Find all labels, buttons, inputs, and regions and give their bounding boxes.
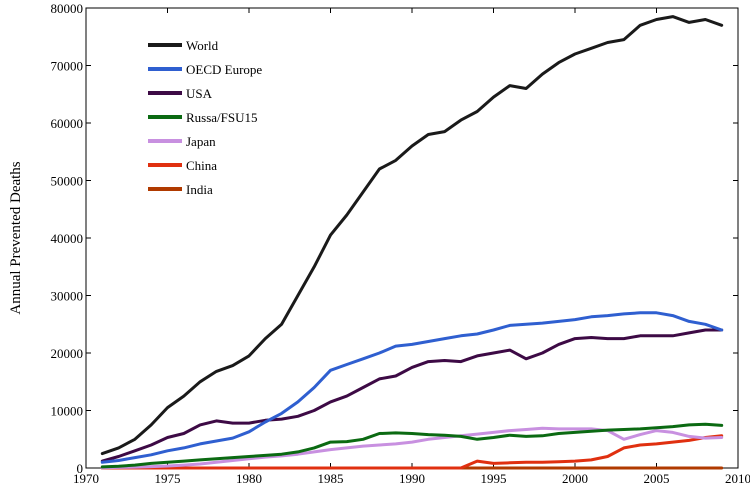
legend-label-india: India (186, 182, 213, 197)
x-tick-label: 1995 (481, 471, 507, 486)
series-line-china (100, 434, 724, 470)
y-tick-label: 80000 (51, 1, 84, 16)
x-tick-label: 1985 (318, 471, 344, 486)
x-tick-label: 1975 (155, 471, 181, 486)
x-tick-label: 2005 (644, 471, 670, 486)
legend-label-china: China (186, 158, 217, 173)
plot-frame (85, 7, 739, 469)
y-tick-label: 40000 (51, 231, 84, 246)
x-tick-label: 1990 (399, 471, 425, 486)
x-tick-label: 1980 (236, 471, 262, 486)
legend-label-japan: Japan (186, 134, 216, 149)
series-line-oecd-europe (100, 311, 724, 464)
legend-label-world: World (186, 38, 219, 53)
y-tick-label: 30000 (51, 289, 84, 304)
series-line-russa-fsu15 (100, 422, 724, 469)
y-tick-label: 60000 (51, 116, 84, 131)
x-tick-label: 2010 (725, 471, 750, 486)
y-tick-label: 50000 (51, 174, 84, 189)
series-line-world (100, 15, 724, 456)
series-line-japan (100, 426, 724, 470)
legend-label-usa: USA (186, 86, 213, 101)
legend-label-russa-fsu15: Russa/FSU15 (186, 110, 258, 125)
y-tick-label: 70000 (51, 59, 84, 74)
y-tick-label: 0 (77, 461, 84, 476)
x-tick-label: 1970 (73, 471, 99, 486)
x-tick-label: 2000 (562, 471, 588, 486)
y-axis-label: Annual Prevented Deaths (8, 161, 24, 314)
series-line-usa (100, 328, 724, 463)
legend-label-oecd-europe: OECD Europe (186, 62, 262, 77)
y-tick-label: 10000 (51, 404, 84, 419)
y-tick-label: 20000 (51, 346, 84, 361)
